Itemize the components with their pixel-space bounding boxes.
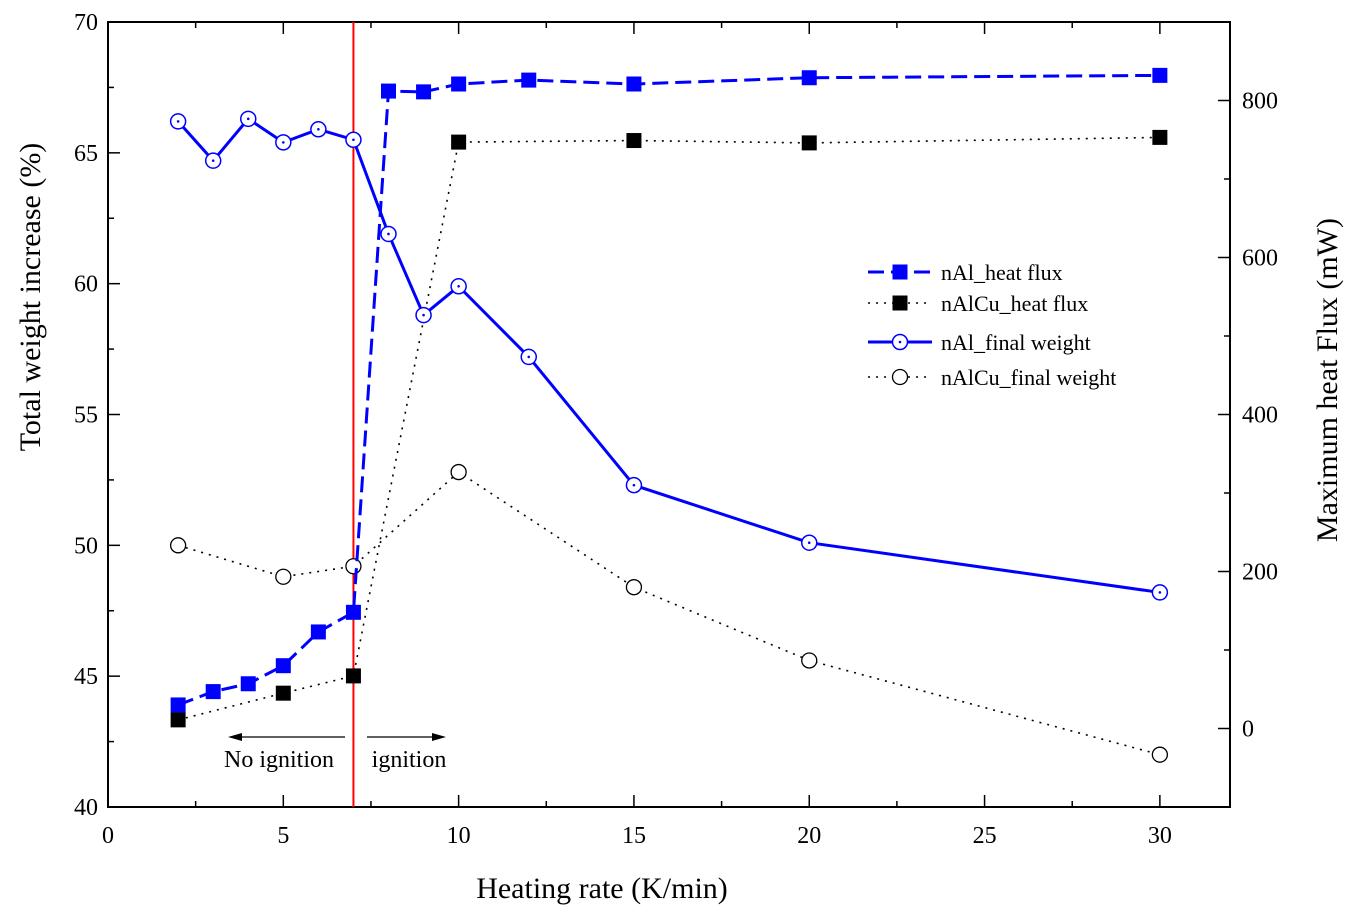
nalcu-final-weight-point xyxy=(169,537,187,554)
y-left-tick-label: 55 xyxy=(74,403,98,429)
x-tick-label: 15 xyxy=(622,823,646,849)
nal-final-weight-point-center xyxy=(387,232,390,236)
ignition-label: ignition xyxy=(372,747,447,773)
y-right-axis-title: Maximum heat Flux (mW) xyxy=(1311,218,1344,542)
nal-heat-flux-point xyxy=(381,83,396,99)
nalcu-final-weight-point xyxy=(1151,746,1169,763)
series-nal-final-weight xyxy=(169,110,1169,601)
y-right-tick-label: 600 xyxy=(1242,246,1278,272)
nal-heat-flux-line xyxy=(177,73,1160,707)
x-tick-label: 30 xyxy=(1148,823,1172,849)
nalcu-final-weight-point xyxy=(275,568,292,585)
nal-heat-flux-point xyxy=(310,624,326,640)
nal-final-weight-point-center xyxy=(246,117,250,121)
nal-heat-flux-point xyxy=(240,676,256,692)
y-left-tick-label: 40 xyxy=(74,795,98,821)
y-left-tick-label: 70 xyxy=(74,10,98,36)
series-nalcu-heat-flux xyxy=(170,129,1168,728)
nal-final-weight-point-center xyxy=(317,127,320,131)
axis-titles: Heating rate (K/min) Total weight increa… xyxy=(14,143,1344,905)
series-layer xyxy=(169,67,1169,763)
legend-label-nal-final-weight: nAl_final weight xyxy=(941,330,1091,355)
x-axis-title: Heating rate (K/min) xyxy=(476,872,728,905)
nal-heat-flux-point xyxy=(801,70,817,86)
legend-label-nalcu-heat-flux: nAlCu_heat flux xyxy=(941,291,1088,316)
nal-final-weight-point-center xyxy=(807,541,811,545)
nal-heat-flux-point xyxy=(275,658,291,674)
nal-heat-flux-point xyxy=(451,76,467,92)
nal-heat-flux-point xyxy=(521,72,537,88)
x-tick-label: 0 xyxy=(102,823,114,849)
nal-final-weight-line xyxy=(177,116,1161,594)
ignition-arrowhead xyxy=(432,733,446,741)
y-right-tick-label: 0 xyxy=(1242,717,1254,743)
y-right-tick-label: 200 xyxy=(1242,560,1278,586)
nal-heat-flux-point xyxy=(170,697,186,713)
nal-final-weight-point-center xyxy=(282,141,285,144)
nalcu-final-weight-point xyxy=(625,579,643,596)
y-left-tick-label: 60 xyxy=(74,272,98,298)
series-nal-heat-flux xyxy=(170,67,1168,713)
nalcu-heat-flux-point xyxy=(801,135,817,151)
legend: nAl_heat flux nAlCu_heat flux nAl_final … xyxy=(868,260,1116,390)
nalcu-heat-flux-point xyxy=(626,133,642,149)
y-left-tick-label: 50 xyxy=(74,533,98,559)
legend-nalcu-heat-flux-point xyxy=(892,295,908,311)
y-left-tick-label: 65 xyxy=(74,141,98,167)
legend-nal-final-weight-point-center xyxy=(898,340,902,344)
nal-final-weight-point-center xyxy=(176,120,180,123)
no-ignition-label: No ignition xyxy=(224,747,334,773)
x-tick-label: 20 xyxy=(797,823,821,849)
nalcu-heat-flux-point xyxy=(170,712,186,728)
nalcu-final-weight-point xyxy=(450,463,467,481)
axes-layer: 0 5 10 15 20 25 30 40 45 50 55 60 65 70 0 200 400 600 800 xyxy=(74,10,1278,849)
nalcu-heat-flux-point xyxy=(345,668,361,684)
nal-final-weight-point-center xyxy=(352,138,355,142)
y-left-axis-title: Total weight increase (%) xyxy=(14,143,47,452)
no-ignition-arrowhead xyxy=(228,733,242,741)
nal-final-weight-point-center xyxy=(422,313,425,317)
nal-final-weight-point-center xyxy=(632,483,636,487)
nalcu-heat-flux-point xyxy=(275,685,291,701)
legend-nal-heat-flux-point xyxy=(892,264,908,280)
legend-nalcu-final-weight-point xyxy=(891,368,909,386)
series-nalcu-final-weight xyxy=(169,463,1169,763)
legend-label-nalcu-final-weight: nAlCu_final weight xyxy=(941,365,1116,390)
nal-heat-flux-point xyxy=(626,76,642,92)
nal-heat-flux-point xyxy=(1152,67,1168,83)
nal-final-weight-point-center xyxy=(527,355,531,359)
nal-final-weight-point-center xyxy=(457,284,460,288)
x-tick-label: 5 xyxy=(277,823,289,849)
x-tick-label: 25 xyxy=(973,823,997,849)
annotation-layer: No ignition ignition xyxy=(224,733,446,773)
nal-heat-flux-point xyxy=(205,684,221,700)
nalcu-final-weight-point xyxy=(801,652,818,669)
nal-heat-flux-point xyxy=(416,84,432,100)
y-right-tick-label: 800 xyxy=(1242,89,1278,115)
nalcu-heat-flux-point xyxy=(1152,129,1168,145)
x-tick-label: 10 xyxy=(447,823,471,849)
y-right-tick-label: 400 xyxy=(1242,403,1278,429)
y-left-tick-label: 45 xyxy=(74,664,98,690)
nal-heat-flux-point xyxy=(345,604,361,620)
nalcu-final-weight-point xyxy=(345,558,362,575)
nal-final-weight-point-center xyxy=(1158,591,1162,594)
nalcu-heat-flux-point xyxy=(451,134,467,150)
legend-label-nal-heat-flux: nAl_heat flux xyxy=(941,260,1063,285)
nalcu-final-weight-line xyxy=(177,471,1161,756)
nal-final-weight-point-center xyxy=(211,159,215,162)
